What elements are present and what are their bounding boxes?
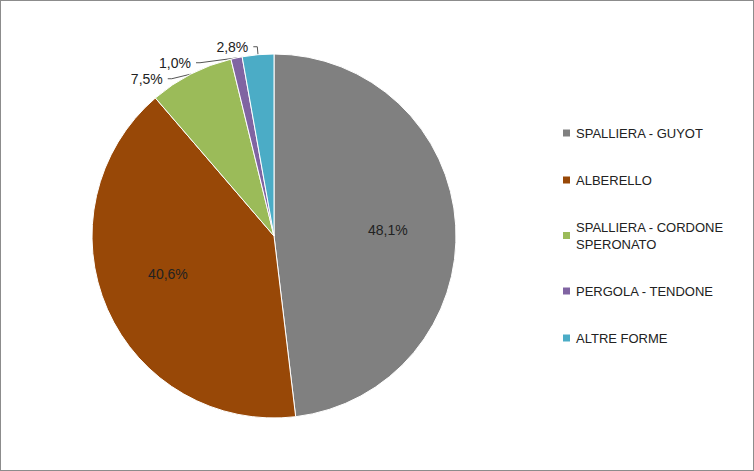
svg-text:PERGOLA - TENDONE: PERGOLA - TENDONE [576, 284, 713, 299]
svg-text:2,8%: 2,8% [216, 39, 248, 55]
svg-text:48,1%: 48,1% [368, 222, 408, 238]
svg-text:SPERONATO: SPERONATO [576, 237, 656, 252]
svg-text:1,0%: 1,0% [159, 55, 191, 71]
svg-text:SPALLIERA - CORDONE: SPALLIERA - CORDONE [576, 220, 727, 235]
svg-text:ALTRE FORME: ALTRE FORME [576, 331, 668, 346]
svg-text:7,5%: 7,5% [131, 71, 163, 87]
svg-text:SPALLIERA - GUYOT: SPALLIERA - GUYOT [576, 126, 703, 141]
svg-text:ALBERELLO: ALBERELLO [576, 173, 652, 188]
svg-text:40,6%: 40,6% [148, 266, 188, 282]
